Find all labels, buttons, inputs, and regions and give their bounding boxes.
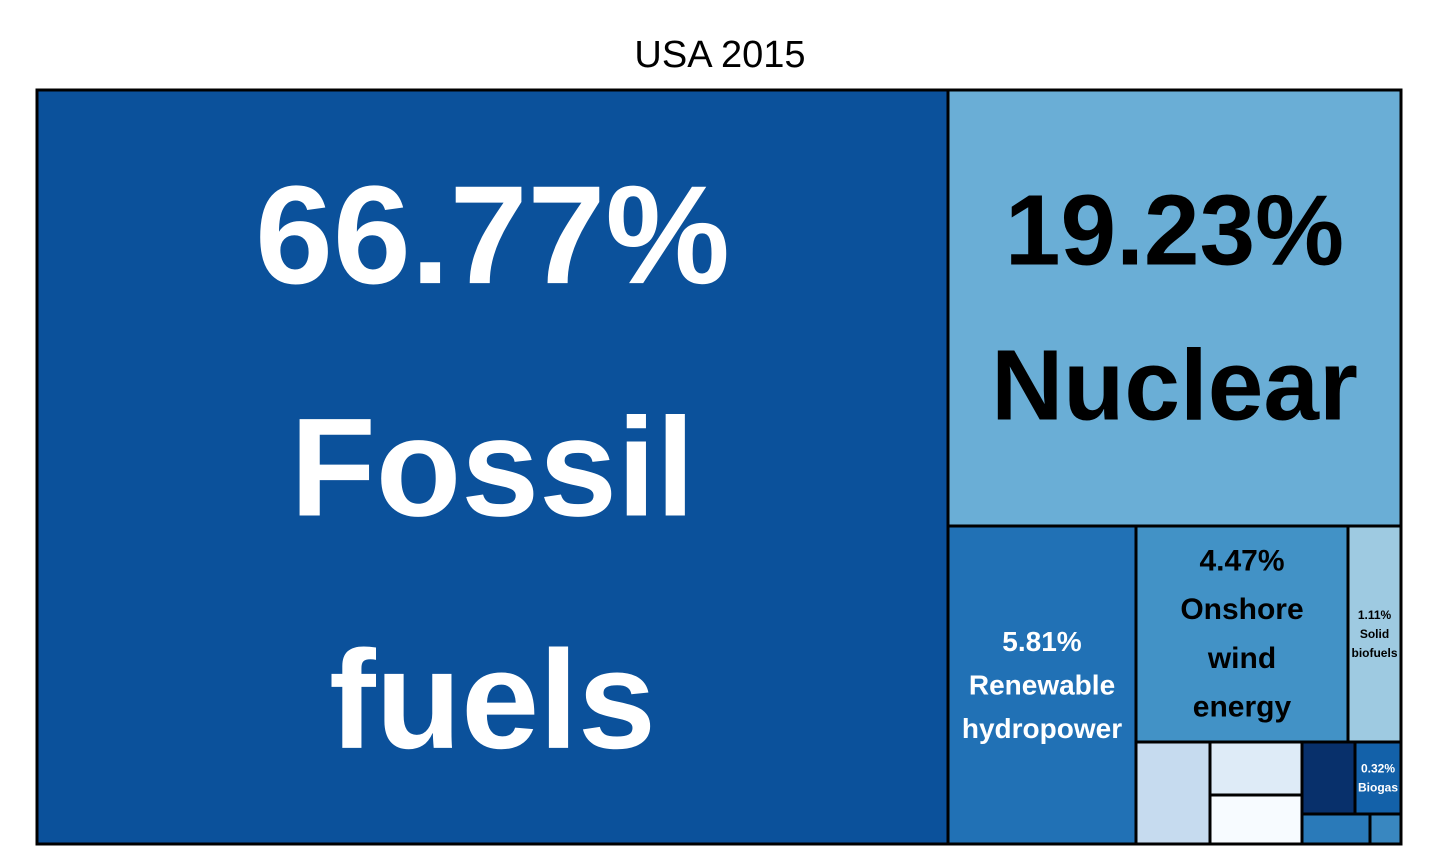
- chart-title: USA 2015: [634, 34, 806, 76]
- tile-name-label: hydropower: [962, 713, 1122, 744]
- tile-name-label: Renewable: [969, 670, 1115, 701]
- tile-percent-label: 1.11%: [1358, 608, 1392, 622]
- treemap-tile: 1.11% Solid biofuels: [1346, 524, 1403, 744]
- tile-name-label: fuels: [329, 621, 656, 778]
- treemap-tile-rect: [35, 88, 950, 846]
- tile-name-label: Biogas: [1358, 781, 1398, 795]
- tile-percent-label: 19.23%: [1005, 175, 1344, 287]
- treemap-tile: 5.81% Renewable hydropower: [946, 524, 1138, 846]
- tile-percent-label: 0.32%: [1361, 761, 1395, 775]
- tile-name-label: Onshore: [1180, 593, 1303, 626]
- tile-name-label: energy: [1193, 690, 1292, 723]
- treemap-tile: 66.77% Fossil fuels: [35, 88, 950, 846]
- treemap-tile-rect: [946, 524, 1138, 846]
- treemap-tile-unlabeled: [1300, 740, 1357, 816]
- treemap-frame: [35, 88, 1403, 846]
- tile-percent-label: 4.47%: [1199, 545, 1284, 578]
- tile-name-label: wind: [1207, 642, 1276, 675]
- treemap-tile-rect: [1134, 524, 1350, 744]
- treemap-tile: 19.23% Nuclear: [946, 88, 1403, 528]
- treemap-tile-rect: [1353, 740, 1403, 816]
- treemap-tile-unlabeled: [1368, 812, 1403, 846]
- tile-percent-label: 5.81%: [1002, 626, 1081, 657]
- tile-name-label: biofuels: [1351, 646, 1397, 660]
- tile-name-label: Solid: [1360, 627, 1389, 641]
- tile-name-label: Fossil: [290, 389, 695, 546]
- treemap-tile-unlabeled: [1300, 812, 1372, 846]
- treemap-tile-unlabeled: [1134, 740, 1212, 846]
- treemap-tile-unlabeled: [1208, 740, 1304, 797]
- treemap-tile-rect: [946, 88, 1403, 528]
- tile-name-label: Nuclear: [991, 330, 1358, 442]
- tile-percent-label: 66.77%: [255, 156, 730, 313]
- treemap-tile: 4.47% Onshore wind energy: [1134, 524, 1350, 744]
- treemap-tile-unlabeled: [1208, 793, 1304, 846]
- treemap-tile: 0.32% Biogas: [1353, 740, 1403, 816]
